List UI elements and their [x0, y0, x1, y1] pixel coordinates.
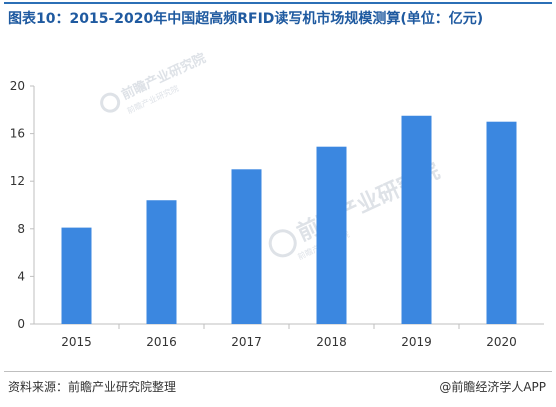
bar	[486, 121, 517, 324]
source-rule	[4, 371, 552, 372]
x-tick-label: 2020	[486, 335, 517, 349]
source-note: 资料来源：前瞻产业研究院整理	[8, 380, 177, 394]
y-tick-label: 16	[10, 127, 25, 141]
chart-title: 图表10：2015-2020年中国超高频RFID读写机市场规模测算(单位：亿元)	[8, 11, 484, 27]
bar	[146, 200, 177, 324]
x-tick-label: 2018	[316, 335, 347, 349]
bar	[401, 115, 432, 324]
y-tick-label: 12	[10, 174, 25, 188]
x-tick-label: 2017	[231, 335, 262, 349]
bar	[61, 227, 92, 324]
bar	[231, 169, 262, 324]
bar	[316, 146, 347, 324]
x-tick-label: 2015	[61, 335, 92, 349]
y-tick-label: 20	[10, 79, 25, 93]
title-rule	[4, 2, 552, 4]
x-tick-label: 2016	[146, 335, 177, 349]
y-tick-label: 8	[17, 222, 25, 236]
y-tick-label: 0	[17, 317, 25, 331]
brand-credit: @前瞻经济学人APP	[439, 380, 546, 394]
y-tick-label: 4	[17, 269, 25, 283]
x-tick-label: 2019	[401, 335, 432, 349]
